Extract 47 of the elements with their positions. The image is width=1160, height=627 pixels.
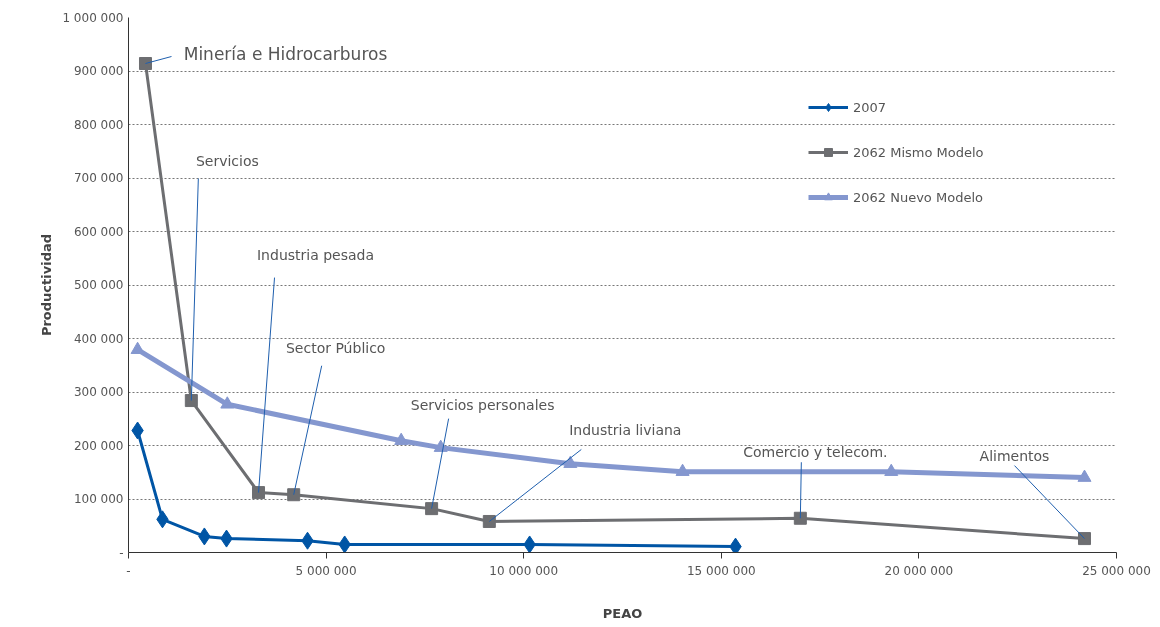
point bbox=[220, 396, 235, 409]
point bbox=[793, 511, 807, 525]
annotation: Servicios personales bbox=[410, 396, 555, 413]
y-tick-label: 600 000 bbox=[73, 224, 124, 239]
annotation: Industria liviana bbox=[569, 422, 682, 439]
point bbox=[184, 394, 198, 408]
annotation: Sector Público bbox=[285, 339, 386, 356]
legend-label: 2062 Nuevo Modelo bbox=[853, 189, 983, 205]
annotation: Industria pesada bbox=[256, 246, 375, 263]
legend-label: 2062 Mismo Modelo bbox=[853, 144, 984, 160]
x-tick-label: 25 000 000 bbox=[1082, 563, 1151, 578]
y-tick-label: 800 000 bbox=[73, 117, 124, 132]
point bbox=[252, 486, 266, 500]
y-tick-label: 300 000 bbox=[73, 385, 124, 399]
point bbox=[482, 514, 496, 528]
y-tick-label: 500 000 bbox=[73, 278, 124, 292]
point bbox=[675, 463, 690, 476]
annotation: Minería e Hidrocarburos bbox=[183, 43, 388, 64]
y-tick-label: 700 000 bbox=[73, 171, 124, 185]
x-axis-title: PEAO bbox=[602, 605, 643, 621]
y-tick-label: 1 000 000 bbox=[62, 10, 124, 25]
point bbox=[1077, 532, 1091, 546]
point bbox=[563, 455, 578, 468]
y-tick-label: - bbox=[119, 545, 124, 560]
point bbox=[884, 463, 899, 476]
annotation: Comercio y telecom. bbox=[743, 444, 888, 461]
point bbox=[338, 535, 351, 553]
annotation: Alimentos bbox=[979, 447, 1050, 464]
point bbox=[729, 537, 742, 553]
x-tick-label: 15 000 000 bbox=[686, 563, 756, 578]
point bbox=[130, 341, 145, 354]
x-tick-label: 10 000 000 bbox=[489, 563, 559, 578]
point bbox=[287, 488, 301, 502]
x-tick-label: 20 000 000 bbox=[884, 563, 954, 578]
point bbox=[425, 502, 439, 516]
x-tick-label: 5 000 000 bbox=[295, 563, 357, 578]
point bbox=[394, 432, 409, 445]
point bbox=[138, 57, 152, 71]
y-tick-label: 100 000 bbox=[73, 492, 124, 506]
y-tick-label: 400 000 bbox=[73, 331, 124, 346]
point bbox=[523, 535, 536, 553]
y-axis-title: Productividad bbox=[39, 233, 55, 337]
point bbox=[1077, 469, 1092, 482]
legend-label: 2007 bbox=[853, 99, 887, 115]
y-tick-label: 900 000 bbox=[73, 64, 124, 78]
annotation: Servicios bbox=[195, 152, 259, 169]
y-tick-label: 200 000 bbox=[73, 438, 124, 453]
